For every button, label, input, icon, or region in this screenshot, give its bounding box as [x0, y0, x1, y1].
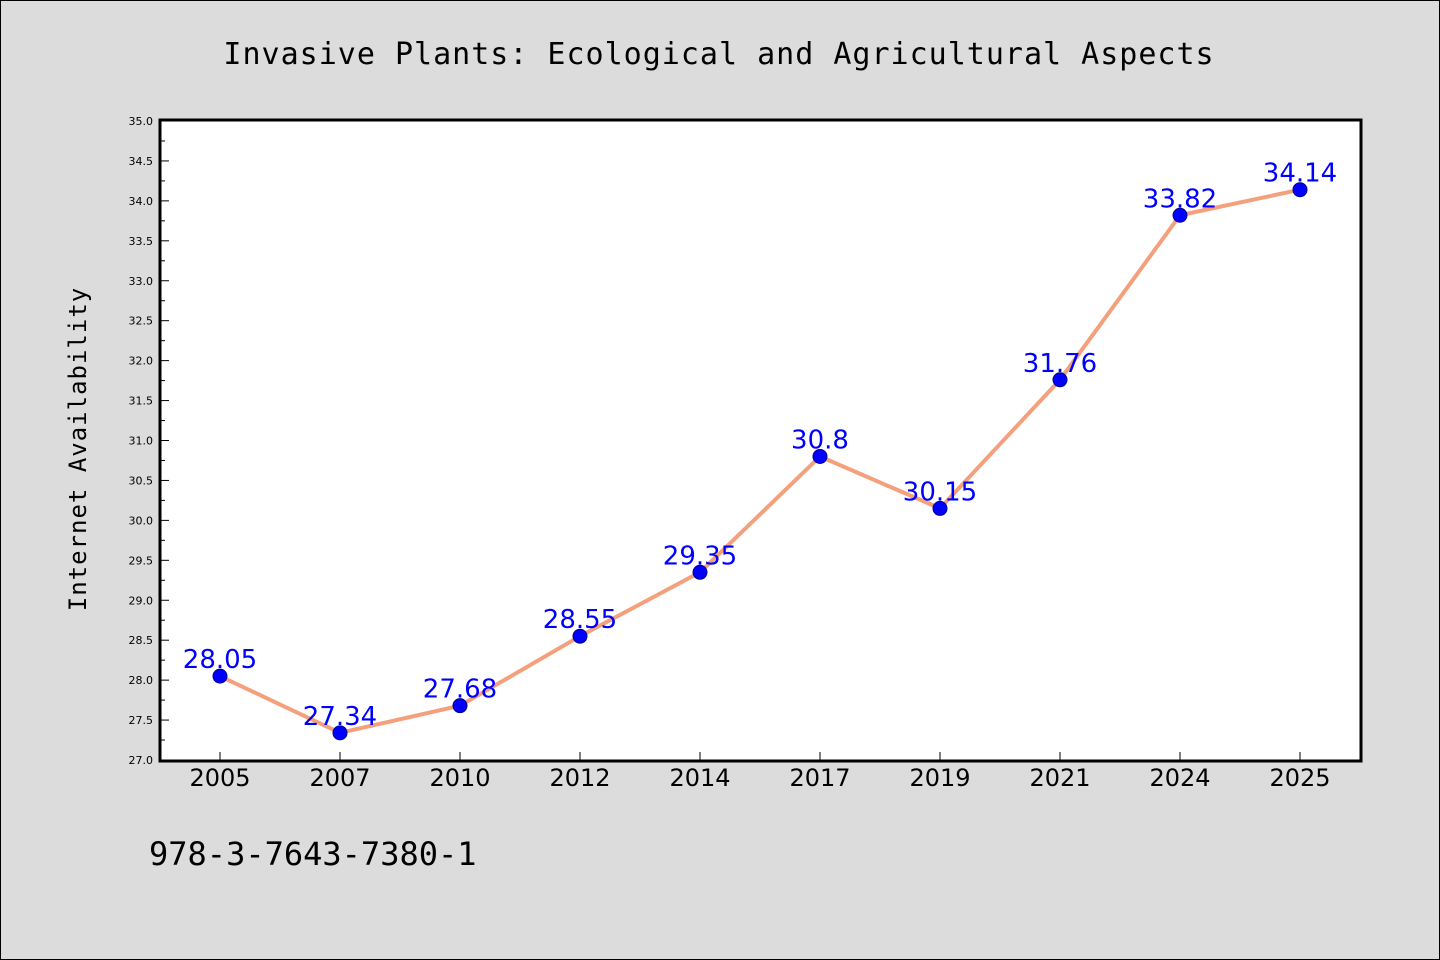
y-tick-label: 28.5 [129, 634, 154, 647]
data-label: 29.35 [663, 541, 737, 571]
y-tick-label: 33.0 [129, 275, 154, 288]
data-point [1052, 372, 1068, 388]
y-tick-label: 31.5 [129, 395, 154, 408]
y-tick-label: 34.5 [129, 155, 154, 168]
y-tick-label: 30.0 [129, 514, 154, 527]
y-tick-label: 28.0 [129, 674, 154, 687]
plot-area [158, 118, 1363, 763]
data-point [1292, 182, 1308, 198]
data-labels: 28.05 27.34 27.68 28.55 29.35 30.8 30.15 31.76 3… [183, 159, 1337, 732]
data-label: 27.68 [423, 675, 497, 705]
data-label: 27.34 [303, 702, 377, 732]
x-tick-label: 2010 [429, 764, 490, 792]
x-tick-label: 2021 [1029, 764, 1090, 792]
data-point [932, 500, 948, 516]
data-point [572, 628, 588, 644]
y-tick-label: 34.0 [129, 195, 154, 208]
series-line [219, 187, 1301, 735]
data-label: 34.14 [1263, 159, 1337, 189]
data-point [1172, 207, 1188, 223]
data-label: 33.82 [1143, 184, 1217, 214]
x-tick-label: 2019 [909, 764, 970, 792]
x-tick-label: 2025 [1269, 764, 1330, 792]
y-tick-label: 32.5 [129, 315, 154, 328]
y-axis-label: Internet Availability [64, 287, 92, 611]
data-point [452, 698, 468, 714]
data-point [332, 725, 348, 741]
data-label: 28.05 [183, 645, 257, 675]
data-point [812, 448, 828, 464]
y-tick-label: 33.5 [129, 235, 154, 248]
x-axis: 2005 2007 2010 2012 2014 2017 2019 2021 2024 2025 [189, 752, 1331, 792]
isbn-text: 978-3-7643-7380-1 [149, 835, 477, 873]
data-point [212, 668, 228, 684]
y-tick-label: 32.0 [129, 355, 154, 368]
y-tick-label: 35.0 [129, 115, 154, 128]
x-tick-label: 2012 [549, 764, 610, 792]
y-tick-label: 29.0 [129, 594, 154, 607]
y-tick-label: 29.5 [129, 554, 154, 567]
x-tick-label: 2007 [309, 764, 370, 792]
y-tick-label: 27.0 [129, 754, 154, 767]
y-tick-label: 30.5 [129, 474, 154, 487]
x-tick-label: 2014 [669, 764, 730, 792]
y-tick-label: 31.0 [129, 435, 154, 448]
chart-title: Invasive Plants: Ecological and Agricult… [223, 37, 1214, 72]
y-axis: 27.0 27.5 28.0 28.5 29.0 29.5 30.0 30.5 31.0 31.5… [129, 115, 169, 767]
data-label: 30.15 [903, 477, 977, 507]
data-label: 28.55 [543, 605, 617, 635]
y-tick-label: 27.5 [129, 714, 154, 727]
series-layer [212, 182, 1308, 741]
data-label: 31.76 [1023, 349, 1097, 379]
x-tick-label: 2017 [789, 764, 850, 792]
data-point [692, 564, 708, 580]
x-tick-label: 2024 [1149, 764, 1210, 792]
x-tick-label: 2005 [189, 764, 250, 792]
data-label: 30.8 [791, 425, 849, 455]
